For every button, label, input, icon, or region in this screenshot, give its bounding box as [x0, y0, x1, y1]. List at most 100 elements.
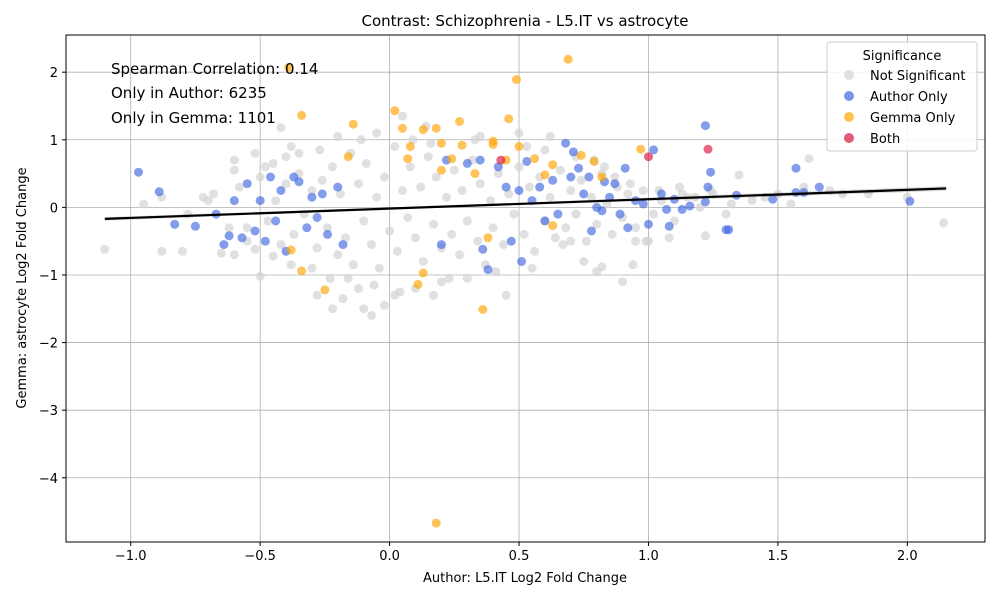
y-tick-label: 2	[50, 66, 58, 81]
point-not-significant	[405, 162, 415, 172]
plot-frame	[65, 34, 986, 543]
point-not-significant	[499, 240, 508, 250]
point-not-significant	[581, 236, 591, 246]
point-both	[703, 144, 713, 154]
x-tick-label: 2.0	[897, 549, 918, 564]
point-not-significant	[623, 189, 633, 199]
point-not-significant	[328, 162, 338, 172]
point-not-significant	[379, 300, 389, 310]
point-not-significant	[286, 260, 296, 270]
point-not-significant	[550, 233, 560, 243]
point-gemma-only	[320, 285, 330, 295]
point-author-only	[266, 172, 275, 182]
legend: Significance Not Significant Author Only…	[826, 41, 978, 152]
point-author-only	[219, 240, 229, 250]
point-not-significant	[600, 162, 609, 172]
point-author-only	[302, 223, 312, 233]
point-not-significant	[374, 263, 384, 273]
point-author-only	[333, 182, 343, 192]
y-axis-label: Gemma: astrocyte Log2 Fold Change	[15, 167, 30, 408]
point-not-significant	[338, 294, 348, 304]
legend-marker-both	[844, 133, 854, 143]
point-not-significant	[625, 179, 635, 189]
x-axis-label: Author: L5.IT Log2 Fold Change	[423, 571, 627, 586]
point-not-significant	[527, 263, 537, 273]
point-not-significant	[178, 246, 187, 256]
point-author-only	[436, 240, 446, 250]
point-not-significant	[333, 131, 343, 141]
point-gemma-only	[540, 170, 550, 180]
point-not-significant	[566, 186, 576, 195]
point-author-only	[276, 186, 286, 195]
point-not-significant	[307, 186, 317, 195]
point-both	[644, 152, 653, 162]
point-not-significant	[426, 138, 436, 148]
point-not-significant	[423, 152, 433, 162]
point-not-significant	[348, 260, 358, 270]
point-not-significant	[488, 223, 498, 233]
legend-label-both: Both	[870, 132, 900, 147]
point-not-significant	[462, 273, 472, 283]
point-not-significant	[333, 250, 343, 260]
point-gemma-only	[403, 154, 413, 164]
point-not-significant	[354, 284, 363, 293]
point-not-significant	[504, 189, 514, 199]
regression-layer	[104, 186, 947, 221]
point-not-significant	[786, 199, 796, 209]
point-not-significant	[229, 155, 239, 165]
point-not-significant	[592, 219, 602, 229]
point-gemma-only	[413, 279, 423, 289]
point-not-significant	[260, 162, 270, 172]
point-author-only	[540, 216, 550, 226]
point-not-significant	[501, 290, 511, 300]
point-not-significant	[514, 128, 524, 138]
point-author-only	[791, 163, 801, 173]
point-not-significant	[493, 169, 503, 179]
point-not-significant	[224, 223, 234, 233]
point-author-only	[615, 209, 625, 219]
point-not-significant	[649, 209, 659, 219]
point-author-only	[664, 221, 674, 231]
point-not-significant	[638, 186, 648, 195]
point-not-significant	[442, 192, 451, 202]
point-author-only	[638, 199, 648, 209]
point-author-only	[242, 179, 252, 189]
point-not-significant	[545, 131, 555, 141]
point-not-significant	[323, 223, 332, 233]
point-author-only	[462, 158, 472, 168]
x-tick-label: 0.5	[509, 549, 530, 564]
point-not-significant	[545, 192, 555, 202]
point-both	[496, 155, 506, 165]
point-not-significant	[395, 287, 405, 297]
point-gemma-only	[343, 152, 353, 162]
point-author-only	[724, 225, 734, 235]
point-not-significant	[734, 170, 744, 180]
point-gemma-only	[483, 233, 493, 243]
point-not-significant	[216, 248, 226, 258]
point-gemma-only	[431, 123, 441, 133]
point-not-significant	[289, 229, 299, 239]
point-not-significant	[429, 219, 439, 229]
point-not-significant	[203, 196, 213, 206]
point-not-significant	[271, 196, 281, 206]
point-not-significant	[367, 311, 376, 320]
point-author-only	[307, 192, 317, 202]
point-not-significant	[576, 175, 586, 185]
point-not-significant	[524, 182, 534, 192]
point-not-significant	[939, 218, 949, 228]
point-not-significant	[242, 223, 252, 233]
point-not-significant	[540, 145, 550, 155]
point-author-only	[649, 145, 659, 155]
point-not-significant	[392, 246, 402, 256]
point-author-only	[312, 213, 322, 222]
point-not-significant	[411, 233, 420, 243]
point-gemma-only	[511, 75, 521, 85]
point-author-only	[250, 226, 260, 236]
point-not-significant	[747, 196, 757, 206]
point-not-significant	[250, 148, 260, 158]
point-not-significant	[475, 179, 485, 189]
point-gemma-only	[436, 165, 446, 175]
point-author-only	[323, 229, 332, 239]
point-gemma-only	[576, 150, 586, 160]
point-not-significant	[209, 189, 219, 199]
